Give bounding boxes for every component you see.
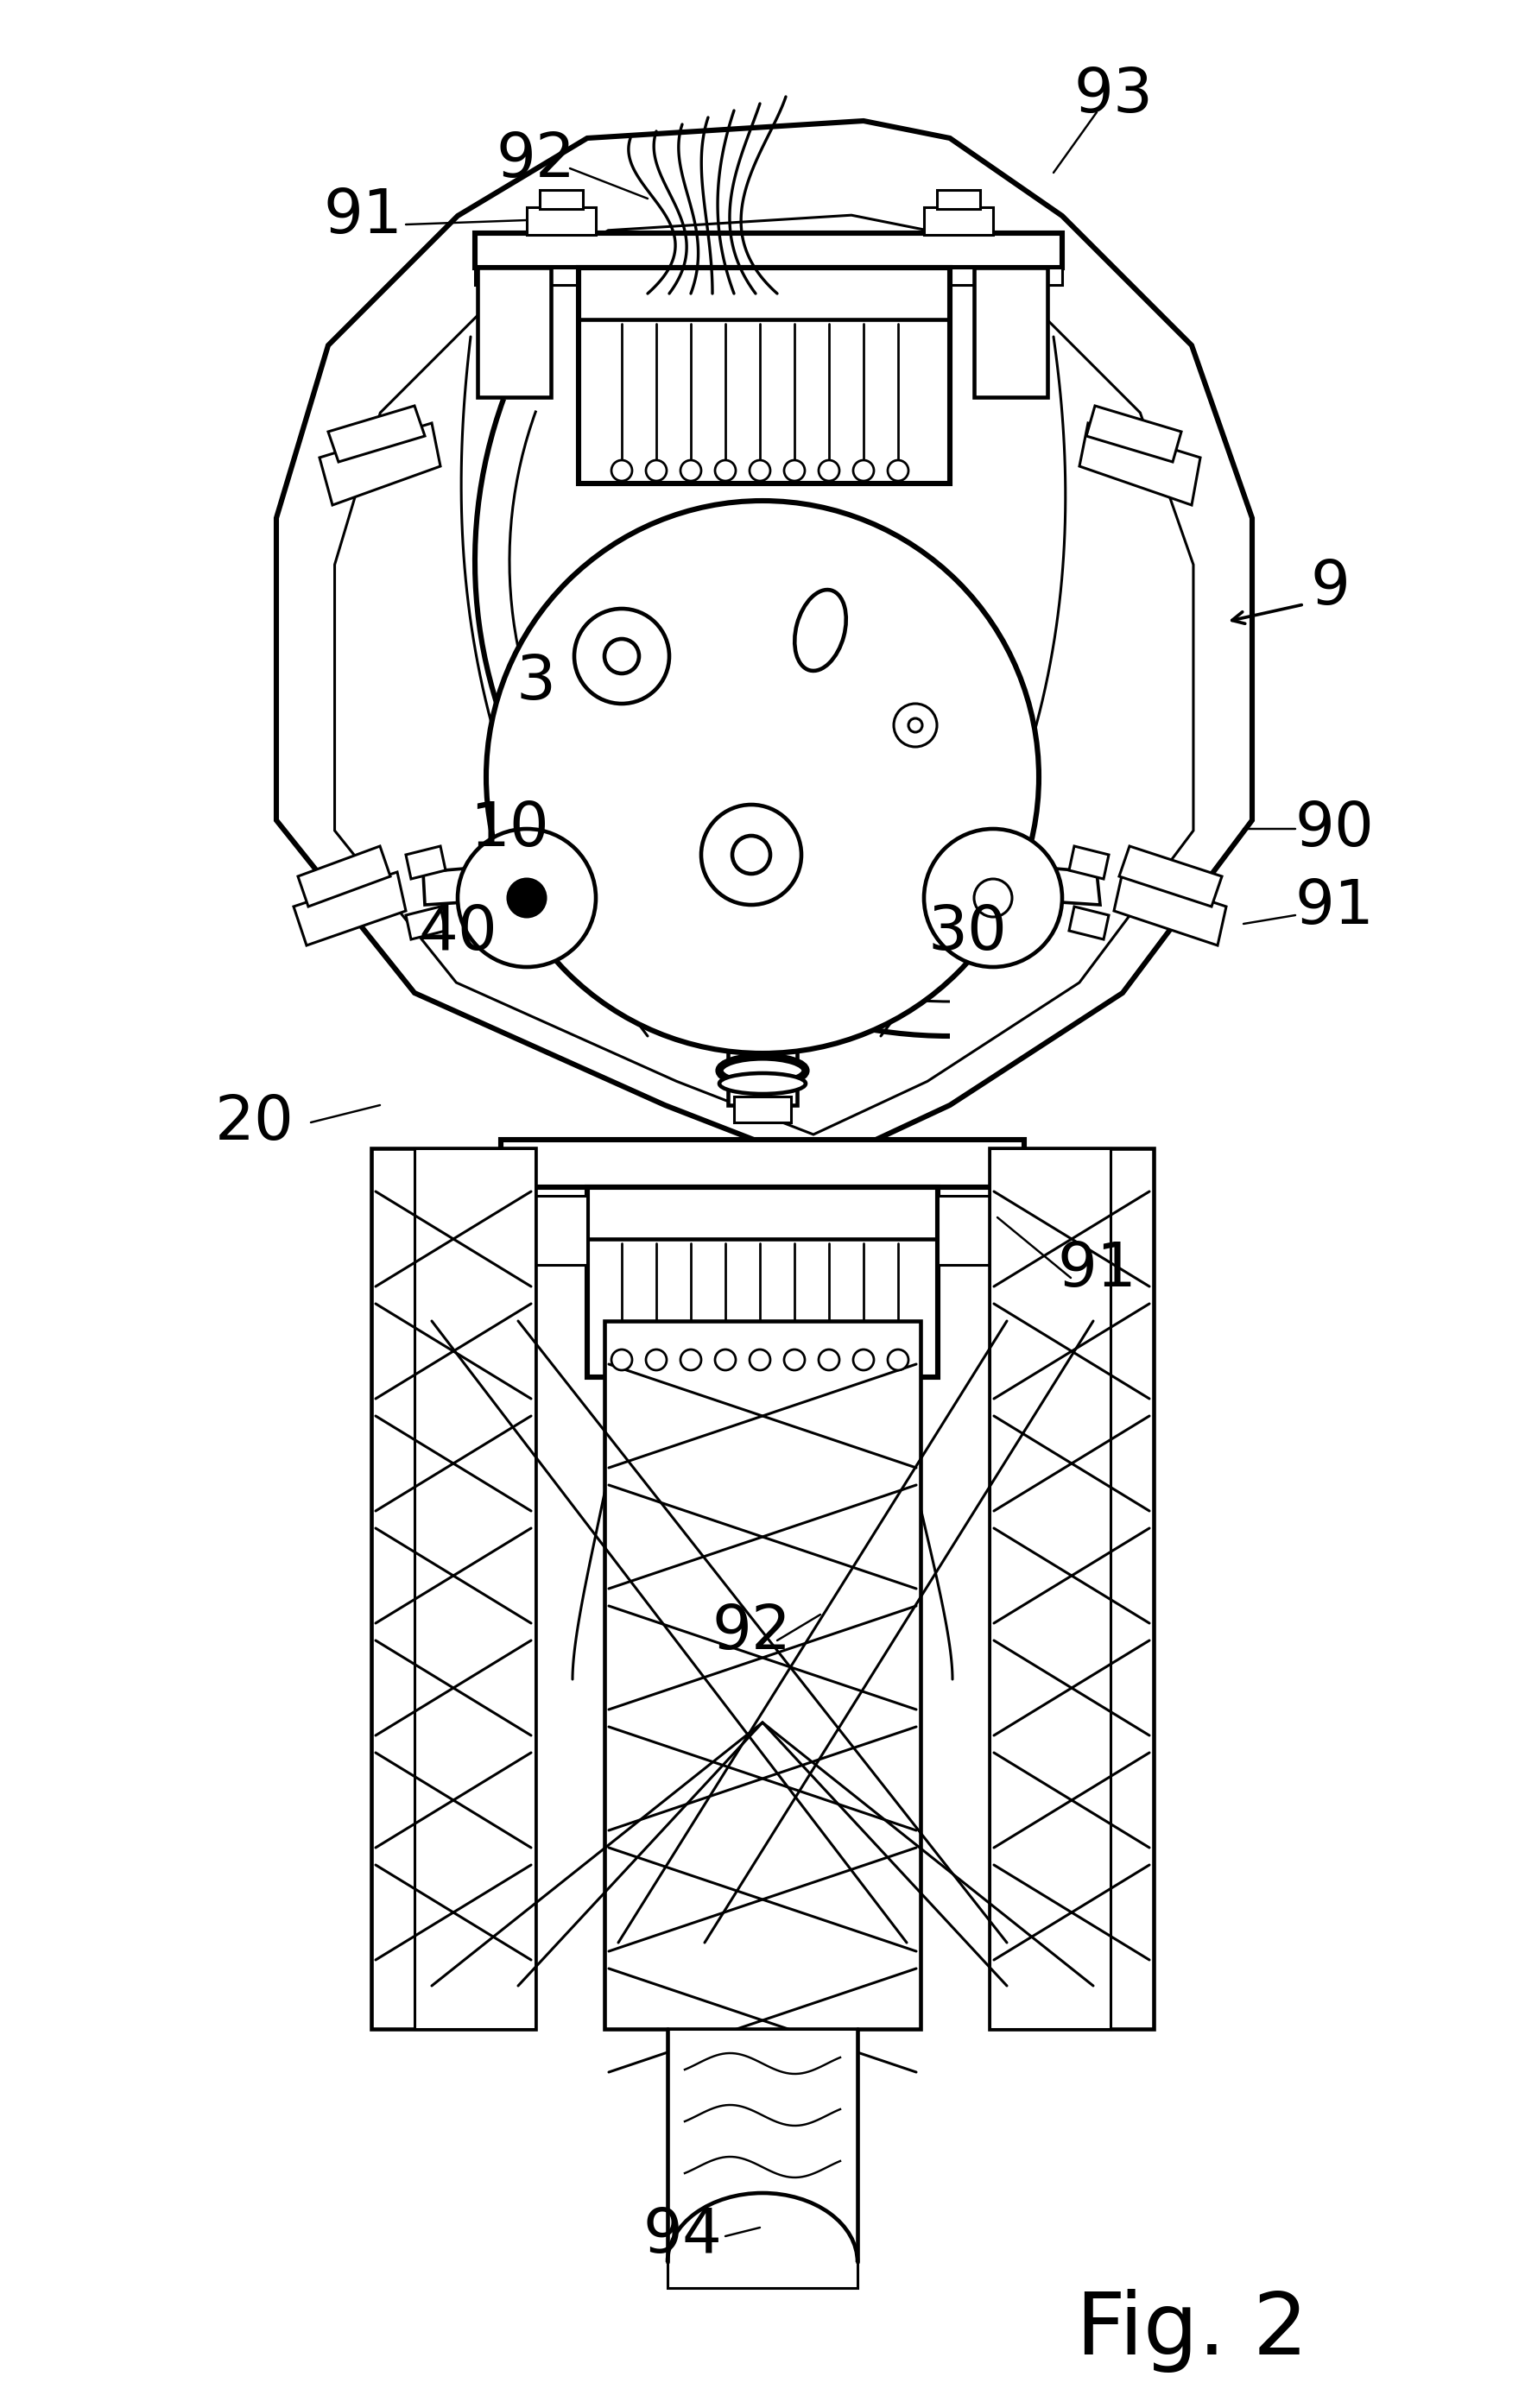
Bar [371, 1149, 535, 2030]
Polygon shape [276, 120, 1252, 1165]
Polygon shape [1080, 424, 1200, 506]
Bar [587, 1187, 938, 1377]
Circle shape [852, 1348, 874, 1370]
Circle shape [894, 703, 936, 746]
Circle shape [852, 460, 874, 482]
Circle shape [819, 1348, 839, 1370]
Bar [477, 267, 551, 397]
Text: 9: 9 [1310, 556, 1350, 616]
Polygon shape [294, 872, 406, 946]
Circle shape [750, 460, 770, 482]
Polygon shape [993, 864, 1100, 905]
Circle shape [819, 460, 839, 482]
Circle shape [647, 460, 666, 482]
Text: 3: 3 [515, 653, 555, 713]
Bar [604, 1322, 921, 2030]
Bar [727, 1035, 798, 1105]
Circle shape [647, 1348, 666, 1370]
Polygon shape [406, 905, 445, 939]
Bar [526, 207, 596, 236]
Bar [974, 267, 1048, 397]
Polygon shape [320, 424, 441, 506]
Text: 40: 40 [418, 903, 497, 963]
Text: 92: 92 [496, 130, 575, 190]
Circle shape [715, 1348, 735, 1370]
Polygon shape [1119, 845, 1222, 905]
Circle shape [750, 1348, 770, 1370]
Polygon shape [1086, 407, 1182, 462]
Bar [578, 267, 950, 484]
Ellipse shape [720, 1074, 805, 1093]
Circle shape [680, 1348, 702, 1370]
Circle shape [888, 460, 909, 482]
Circle shape [575, 609, 669, 703]
Circle shape [974, 879, 1013, 917]
Bar [990, 1149, 1110, 2030]
Circle shape [457, 828, 596, 968]
Circle shape [909, 718, 923, 732]
Bar [526, 1197, 587, 1264]
Polygon shape [334, 214, 1194, 1134]
Circle shape [612, 1348, 631, 1370]
Bar [1025, 1153, 1080, 1187]
Bar [924, 207, 993, 236]
Circle shape [784, 1348, 805, 1370]
Bar [938, 1197, 999, 1264]
Polygon shape [406, 845, 445, 879]
Circle shape [508, 879, 546, 917]
Bar [500, 1139, 1025, 1187]
Text: 90: 90 [1295, 799, 1374, 860]
Bar [448, 1153, 505, 1187]
Circle shape [732, 836, 770, 874]
Polygon shape [422, 864, 531, 905]
Text: 91: 91 [1057, 1240, 1136, 1298]
Bar [540, 190, 583, 209]
Text: Fig. 2: Fig. 2 [1075, 2290, 1307, 2372]
Ellipse shape [795, 590, 846, 672]
Bar [990, 1149, 1154, 2030]
Text: 30: 30 [927, 903, 1007, 963]
Polygon shape [1069, 845, 1109, 879]
Bar [936, 190, 981, 209]
Polygon shape [1113, 872, 1226, 946]
Bar [415, 1149, 535, 2030]
Circle shape [680, 460, 702, 482]
Circle shape [702, 804, 801, 905]
Bar [668, 2030, 857, 2288]
Circle shape [715, 460, 735, 482]
Polygon shape [328, 407, 425, 462]
Text: 91: 91 [1295, 877, 1374, 937]
Circle shape [604, 638, 639, 674]
Polygon shape [1069, 905, 1109, 939]
Circle shape [924, 828, 1061, 968]
Text: 93: 93 [1074, 65, 1154, 125]
Text: 10: 10 [470, 799, 549, 860]
Circle shape [888, 1348, 909, 1370]
Ellipse shape [720, 1057, 805, 1084]
Circle shape [486, 501, 1039, 1052]
Text: 20: 20 [215, 1093, 294, 1151]
Bar [474, 234, 1061, 267]
Bar [474, 267, 1061, 284]
Circle shape [612, 460, 631, 482]
Bar [734, 1096, 791, 1122]
Circle shape [784, 460, 805, 482]
Polygon shape [297, 845, 390, 905]
Text: 92: 92 [712, 1601, 791, 1662]
Text: 94: 94 [642, 2206, 721, 2266]
Text: 91: 91 [323, 185, 403, 246]
